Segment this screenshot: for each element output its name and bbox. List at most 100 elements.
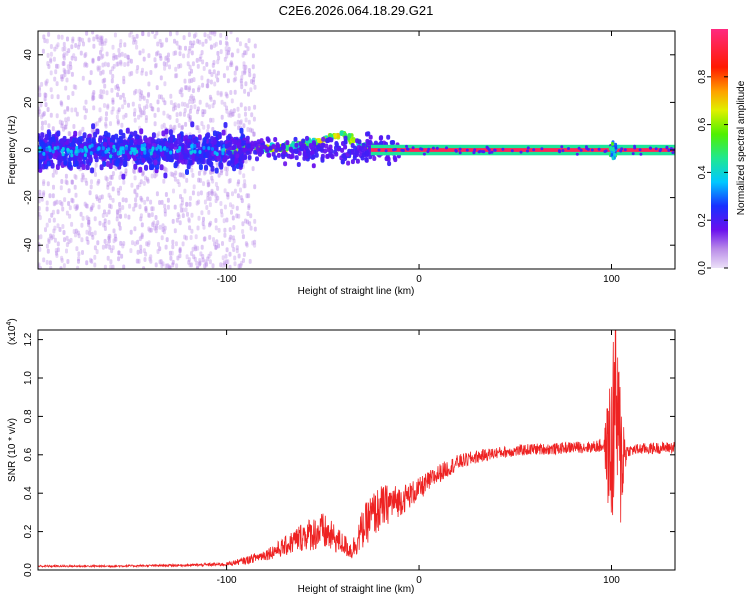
spectrogram-scatter-point — [127, 57, 131, 63]
spectrogram-core-point — [164, 128, 169, 135]
spectrogram-scatter-point — [38, 215, 42, 221]
spectrogram-scatter-point — [138, 96, 142, 102]
spectrogram-scatter-point — [54, 248, 58, 253]
spectrogram-scatter-point — [184, 207, 188, 213]
spectrogram-scatter-point — [197, 128, 201, 134]
spectrogram-scatter-point — [252, 131, 256, 137]
spectrogram-carrier-point — [579, 148, 583, 152]
spectrogram-core-point — [163, 172, 168, 179]
spectrogram-scatter-point — [115, 209, 119, 214]
spectrogram-scatter-point — [244, 241, 248, 247]
spectrogram-scatter-point — [174, 50, 178, 56]
spectrogram-scatter-point — [55, 113, 59, 119]
spectrogram-scatter-point — [141, 171, 145, 177]
spectrogram-scatter-point — [242, 258, 245, 263]
spectrogram-scatter-point — [70, 107, 74, 113]
spectrogram-scatter-point — [143, 105, 146, 111]
spectrogram-scatter-point — [166, 57, 170, 63]
spectrogram-scatter-point — [118, 208, 122, 213]
spectrogram-core-point — [91, 138, 96, 145]
spectrogram-scatter-point — [65, 248, 68, 254]
spectrogram-scatter-point — [216, 50, 220, 56]
spectrogram-scatter-point — [109, 204, 113, 210]
spectrogram-scatter-point — [114, 165, 118, 171]
spectrogram-scatter-point — [207, 181, 211, 187]
spectrogram-scatter-point — [247, 203, 251, 209]
spectrogram-scatter-point — [194, 32, 198, 38]
spectrogram-line-halo — [289, 154, 293, 160]
spectrogram-core-point — [79, 148, 83, 152]
spectrogram-scatter-point — [164, 263, 168, 269]
spectrogram-scatter-point — [121, 92, 125, 98]
spectrogram-burst-point — [611, 156, 615, 161]
spectrogram-scatter-point — [98, 195, 102, 201]
spectrogram-scatter-point — [56, 63, 60, 69]
spectrogram-scatter-point — [107, 219, 111, 225]
spectrogram-scatter-point — [171, 259, 175, 265]
spectrogram-scatter-point — [106, 240, 110, 246]
spectrogram-scatter-point — [40, 81, 44, 87]
spectrogram-scatter-point — [88, 226, 92, 232]
spectrogram-scatter-point — [224, 253, 228, 259]
spectrogram-scatter-point — [129, 58, 133, 64]
spectrogram-scatter-point — [79, 211, 83, 217]
spectrogram-ytick-label: -40 — [23, 238, 34, 253]
spectrogram-scatter-point — [214, 41, 218, 47]
spectrogram-scatter-point — [178, 51, 182, 57]
spectrogram-scatter-point — [144, 206, 148, 212]
spectrogram-scatter-point — [119, 94, 123, 100]
spectrogram-scatter-point — [203, 109, 207, 115]
spectrogram-scatter-point — [211, 117, 215, 123]
spectrogram-core-point — [170, 143, 175, 149]
spectrogram-scatter-point — [198, 258, 202, 263]
spectrogram-scatter-point — [51, 193, 55, 199]
spectrogram-scatter-point — [168, 64, 171, 70]
spectrogram-scatter-point — [220, 99, 224, 105]
spectrogram-scatter-point — [38, 87, 41, 93]
spectrogram-scatter-point — [148, 227, 152, 233]
spectrogram-scatter-point — [106, 181, 110, 187]
spectrogram-core-point — [178, 146, 182, 150]
spectrogram-line-halo — [343, 139, 348, 145]
spectrogram-scatter-point — [242, 183, 246, 189]
spectrogram-scatter-point — [39, 266, 42, 269]
spectrogram-scatter-point — [121, 104, 125, 110]
spectrogram-scatter-point — [229, 60, 233, 66]
spectrogram-scatter-point — [188, 108, 192, 114]
spectrogram-scatter-point — [175, 118, 179, 124]
spectrogram-scatter-point — [65, 235, 69, 241]
spectrogram-scatter-point — [149, 103, 153, 108]
spectrogram-carrier-point — [454, 148, 458, 152]
spectrogram-scatter-point — [134, 88, 138, 94]
spectrogram-scatter-point — [176, 179, 180, 184]
spectrogram-scatter-point — [191, 246, 195, 252]
spectrogram-line-halo — [293, 136, 298, 142]
spectrogram-scatter-point — [247, 68, 251, 73]
spectrogram-scatter-point — [164, 56, 168, 61]
spectrogram-scatter-point — [214, 225, 218, 231]
spectrogram-scatter-point — [55, 199, 59, 205]
spectrogram-scatter-point — [53, 237, 57, 243]
spectrogram-line-halo — [311, 163, 316, 169]
spectrogram-line-halo — [276, 143, 281, 149]
spectrogram-line-halo — [329, 137, 334, 143]
spectrogram-scatter-point — [101, 69, 105, 75]
spectrogram-scatter-point — [59, 185, 63, 191]
spectrogram-scatter-point — [174, 73, 177, 79]
spectrogram-scatter-point — [171, 218, 175, 224]
spectrogram-scatter-point — [111, 106, 115, 112]
spectrogram-scatter-point — [243, 106, 247, 112]
spectrogram-scatter-point — [90, 231, 94, 237]
spectrogram-scatter-point — [41, 112, 45, 118]
spectrogram-scatter-point — [49, 233, 53, 239]
spectrogram-core-point — [74, 149, 78, 154]
spectrogram-scatter-point — [205, 83, 209, 89]
spectrogram-scatter-point — [44, 81, 48, 87]
spectrogram-scatter-point — [73, 173, 77, 179]
spectrogram-carrier-point — [671, 151, 675, 155]
spectrogram-core-point — [223, 122, 228, 128]
spectrogram-scatter-point — [237, 263, 241, 269]
spectrogram-scatter-point — [239, 120, 242, 126]
spectrogram-scatter-point — [219, 90, 223, 96]
